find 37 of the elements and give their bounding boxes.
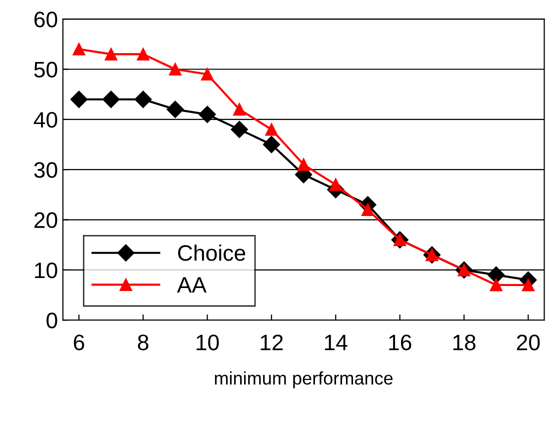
point [265, 123, 278, 136]
point [262, 136, 280, 154]
point [102, 90, 120, 108]
y-tick-label: 50 [34, 62, 58, 78]
point [134, 90, 152, 108]
x-tick-label: 14 [325, 334, 348, 350]
point [230, 120, 248, 138]
point [488, 266, 505, 284]
x-axis-title: minimum performance [214, 371, 393, 388]
point [297, 158, 310, 171]
x-tick-label: 10 [196, 334, 219, 350]
point [72, 42, 86, 56]
y-tick-label: 30 [34, 162, 58, 178]
point [522, 278, 534, 292]
point [233, 103, 246, 116]
point [104, 48, 118, 60]
y-tick-label: 0 [46, 312, 58, 328]
x-tick-label: 8 [138, 334, 148, 350]
point [136, 48, 150, 60]
x-tick-label: 6 [74, 334, 84, 350]
point [201, 68, 214, 81]
point [362, 203, 374, 216]
point [490, 278, 502, 292]
x-tick-label: 20 [516, 334, 540, 350]
point [166, 100, 184, 118]
y-tick-label: 10 [35, 262, 58, 278]
legend-label: Choice [178, 244, 246, 261]
point [70, 90, 88, 108]
x-tick-label: 12 [260, 334, 283, 350]
y-tick-label: 40 [34, 112, 58, 128]
legend-label: AA [177, 277, 207, 292]
point [198, 106, 216, 123]
x-tick-label: 18 [453, 334, 476, 350]
y-tick-label: 20 [34, 212, 58, 228]
point [168, 63, 182, 76]
x-tick-label: 16 [389, 334, 412, 350]
y-tick-label: 60 [34, 12, 58, 28]
